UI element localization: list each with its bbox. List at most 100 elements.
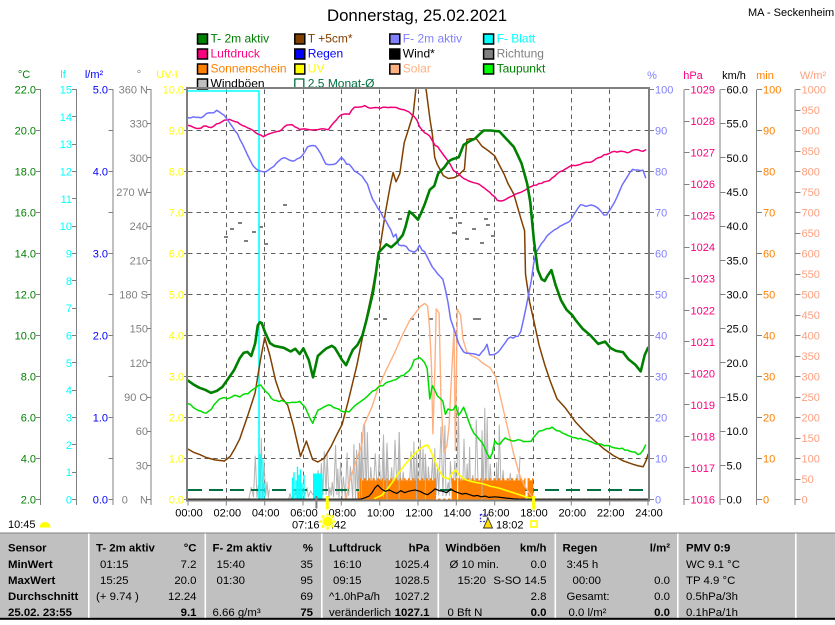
svg-text:550: 550 bbox=[802, 269, 820, 281]
svg-text:0: 0 bbox=[66, 495, 72, 507]
svg-text:5: 5 bbox=[66, 358, 72, 370]
svg-text:400: 400 bbox=[802, 331, 820, 343]
svg-text:3.0: 3.0 bbox=[93, 249, 108, 261]
svg-text:MinWert: MinWert bbox=[8, 559, 53, 571]
svg-text:MA - Seckenheim: MA - Seckenheim bbox=[748, 7, 834, 19]
svg-text:(+ 9.74 ): (+ 9.74 ) bbox=[96, 591, 139, 603]
svg-text:60: 60 bbox=[763, 249, 775, 261]
svg-text:W/m²: W/m² bbox=[800, 70, 827, 82]
svg-text:1024: 1024 bbox=[691, 242, 715, 254]
svg-text:1016: 1016 bbox=[691, 495, 715, 507]
svg-text:100: 100 bbox=[763, 85, 781, 97]
svg-text:10.0: 10.0 bbox=[163, 85, 184, 97]
svg-text:16:10: 16:10 bbox=[333, 559, 362, 571]
svg-text:9.0: 9.0 bbox=[169, 126, 184, 138]
svg-text:5.0: 5.0 bbox=[169, 290, 184, 302]
svg-text:90: 90 bbox=[655, 126, 667, 138]
svg-text:Regen: Regen bbox=[308, 47, 343, 61]
svg-text:08:00: 08:00 bbox=[329, 508, 357, 520]
svg-text:13: 13 bbox=[60, 139, 72, 151]
svg-text:Luftdruck: Luftdruck bbox=[211, 47, 261, 61]
svg-text:35.0: 35.0 bbox=[727, 255, 748, 267]
svg-text:55.0: 55.0 bbox=[727, 119, 748, 131]
svg-text:210: 210 bbox=[130, 255, 148, 267]
svg-text:01:30: 01:30 bbox=[217, 575, 246, 587]
svg-text:15.0: 15.0 bbox=[727, 392, 748, 404]
svg-text:T- 2m aktiv: T- 2m aktiv bbox=[211, 32, 270, 46]
svg-text:1027.1: 1027.1 bbox=[395, 607, 431, 619]
svg-text:30: 30 bbox=[763, 372, 775, 384]
svg-text:8.0: 8.0 bbox=[21, 372, 36, 384]
svg-text:50: 50 bbox=[655, 290, 667, 302]
svg-text:5.0: 5.0 bbox=[727, 460, 742, 472]
svg-text:18:00: 18:00 bbox=[520, 508, 548, 520]
svg-text:35: 35 bbox=[300, 559, 313, 571]
svg-text:200: 200 bbox=[802, 413, 820, 425]
svg-text:100: 100 bbox=[802, 454, 820, 466]
svg-text:15:40: 15:40 bbox=[217, 559, 246, 571]
svg-text:3:45 h: 3:45 h bbox=[567, 559, 599, 571]
svg-text:20:00: 20:00 bbox=[559, 508, 587, 520]
svg-text:Sonnenschein: Sonnenschein bbox=[211, 62, 287, 76]
svg-text:950: 950 bbox=[802, 105, 820, 117]
svg-text:15:25: 15:25 bbox=[100, 575, 129, 587]
svg-text:6.66 g/m³: 6.66 g/m³ bbox=[213, 607, 261, 619]
svg-text:6: 6 bbox=[66, 331, 72, 343]
svg-text:0.0: 0.0 bbox=[727, 495, 742, 507]
svg-text:700: 700 bbox=[802, 208, 820, 220]
svg-text:800: 800 bbox=[802, 167, 820, 179]
svg-text:11: 11 bbox=[61, 194, 72, 206]
svg-text:0.0: 0.0 bbox=[169, 495, 184, 507]
svg-text:300: 300 bbox=[802, 372, 820, 384]
svg-text:6.0: 6.0 bbox=[21, 413, 36, 425]
svg-text:min: min bbox=[756, 70, 774, 82]
svg-text:20.0: 20.0 bbox=[727, 358, 748, 370]
svg-text:360 N: 360 N bbox=[119, 85, 148, 97]
svg-text:1029: 1029 bbox=[691, 85, 715, 97]
svg-text:150: 150 bbox=[130, 324, 148, 336]
svg-text:450: 450 bbox=[802, 310, 820, 322]
svg-text:Solar: Solar bbox=[403, 62, 431, 76]
svg-text:9.1: 9.1 bbox=[181, 607, 197, 619]
svg-text:%: % bbox=[647, 70, 657, 82]
svg-text:20: 20 bbox=[655, 413, 667, 425]
svg-text:F- Blatt: F- Blatt bbox=[497, 32, 536, 46]
svg-text:0.0: 0.0 bbox=[93, 495, 108, 507]
svg-text:7.2: 7.2 bbox=[181, 559, 197, 571]
svg-text:Wind*: Wind* bbox=[403, 47, 435, 61]
svg-text:24:00: 24:00 bbox=[635, 508, 663, 520]
svg-text:1020: 1020 bbox=[691, 368, 715, 380]
svg-text:MaxWert: MaxWert bbox=[8, 575, 55, 587]
svg-text:80: 80 bbox=[763, 167, 775, 179]
svg-text:12: 12 bbox=[60, 167, 72, 179]
svg-text:25.02. 23:55: 25.02. 23:55 bbox=[8, 607, 73, 619]
svg-text:240: 240 bbox=[130, 221, 148, 233]
svg-text:100: 100 bbox=[655, 85, 673, 97]
svg-text:15:20: 15:20 bbox=[458, 575, 487, 587]
svg-text:10: 10 bbox=[763, 454, 775, 466]
svg-text:°C: °C bbox=[18, 69, 30, 81]
svg-text:40: 40 bbox=[655, 331, 667, 343]
svg-text:0: 0 bbox=[802, 495, 808, 507]
svg-text:70: 70 bbox=[655, 208, 667, 220]
svg-text:30.0: 30.0 bbox=[727, 290, 748, 302]
svg-text:1019: 1019 bbox=[691, 400, 715, 412]
svg-text:Gesamt:: Gesamt: bbox=[567, 591, 610, 603]
svg-text:0 Bft N: 0 Bft N bbox=[448, 607, 483, 619]
svg-text:0.0: 0.0 bbox=[654, 607, 670, 619]
svg-text:18:02: 18:02 bbox=[496, 520, 524, 532]
svg-text:10: 10 bbox=[655, 454, 667, 466]
svg-text:1025: 1025 bbox=[691, 211, 715, 223]
svg-text:0.0: 0.0 bbox=[654, 591, 670, 603]
svg-text:1025.4: 1025.4 bbox=[395, 559, 430, 571]
svg-text:22.0: 22.0 bbox=[15, 85, 36, 97]
svg-text:69: 69 bbox=[300, 591, 313, 603]
svg-text:650: 650 bbox=[802, 228, 820, 240]
svg-text:0: 0 bbox=[763, 495, 769, 507]
svg-text:0.0: 0.0 bbox=[531, 607, 547, 619]
svg-text:1018: 1018 bbox=[691, 431, 715, 443]
svg-text:60.0: 60.0 bbox=[727, 85, 748, 97]
svg-text:km/h: km/h bbox=[722, 70, 746, 82]
svg-text:3: 3 bbox=[66, 413, 72, 425]
svg-text:PMV 0:9: PMV 0:9 bbox=[686, 543, 730, 555]
